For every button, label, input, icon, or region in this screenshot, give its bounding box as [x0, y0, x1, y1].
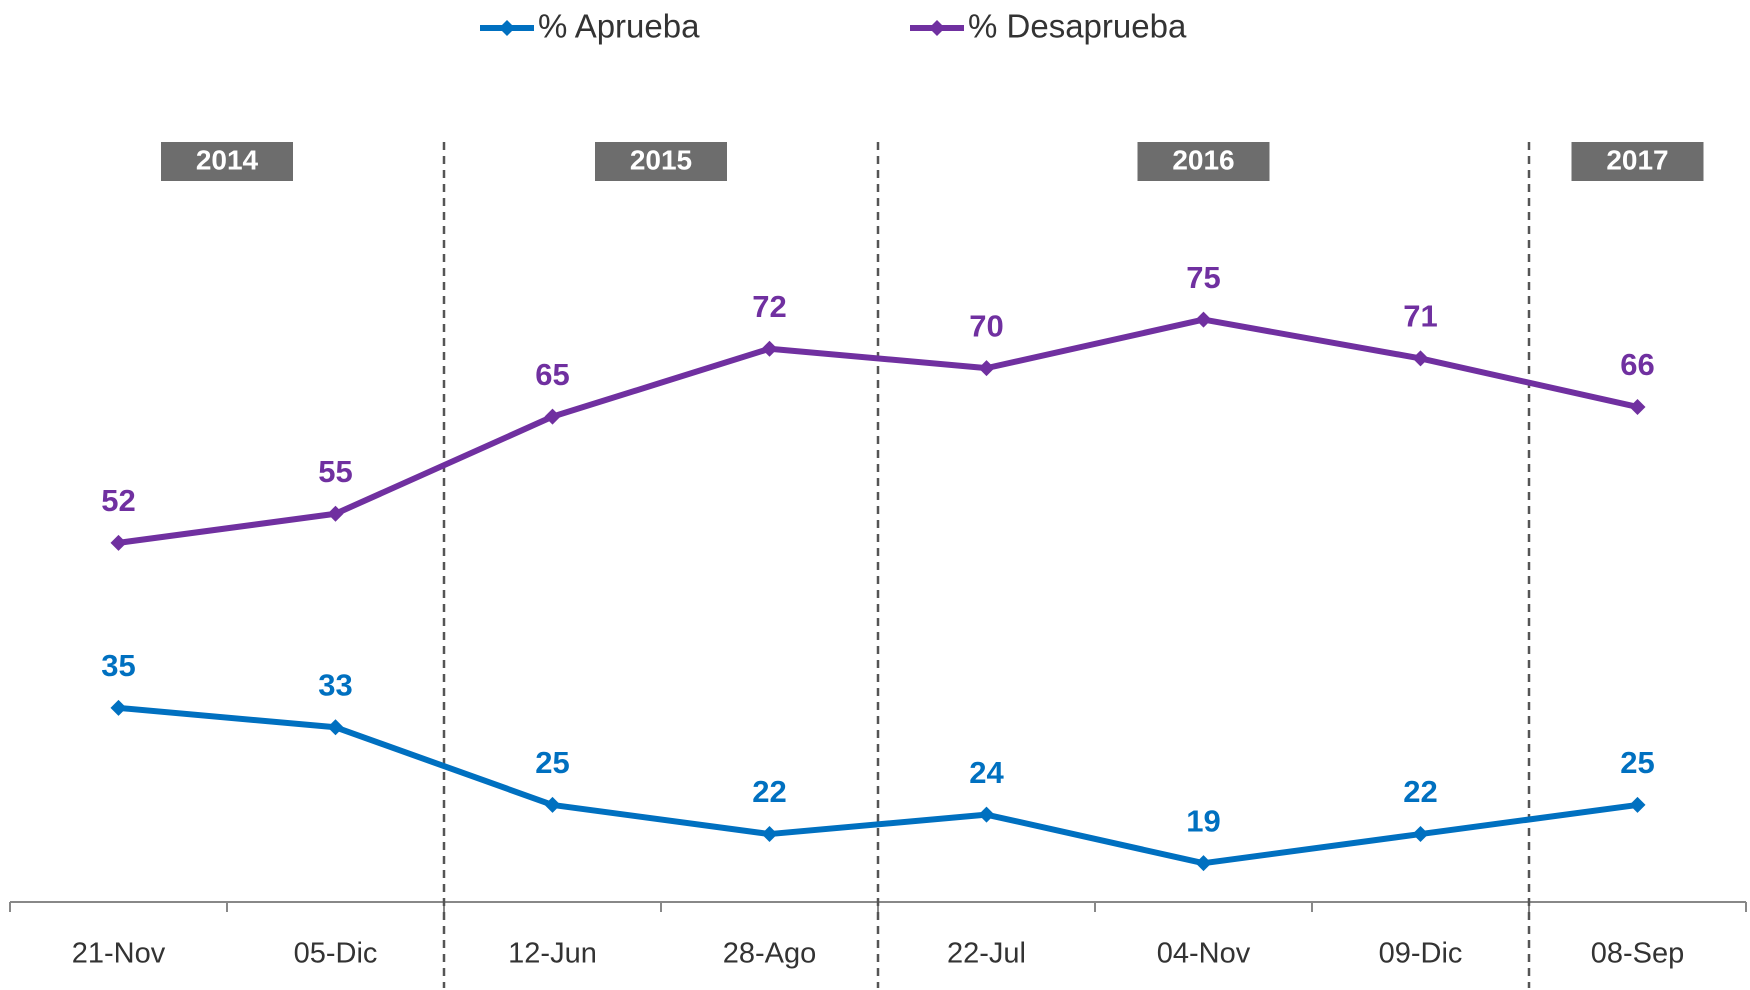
- point: [110, 534, 127, 551]
- point: [327, 719, 344, 736]
- x-tick-label: 05-Dic: [294, 938, 378, 970]
- data-label: 66: [1620, 347, 1654, 382]
- year-box: [1571, 142, 1704, 181]
- point: [1629, 796, 1646, 813]
- point: [761, 340, 778, 357]
- data-label: 25: [1620, 745, 1654, 780]
- point: [1195, 855, 1212, 872]
- data-label: 33: [318, 667, 352, 702]
- year-box: [161, 142, 293, 181]
- point: [110, 699, 127, 716]
- point: [327, 505, 344, 522]
- point: [544, 408, 561, 425]
- data-label: 70: [969, 308, 1003, 343]
- data-label: 22: [1403, 774, 1437, 809]
- legend-label: % Aprueba: [538, 8, 700, 45]
- x-tick-label: 22-Jul: [947, 938, 1026, 970]
- data-label: 72: [752, 289, 786, 324]
- point: [1629, 398, 1646, 415]
- x-tick-label: 12-Jun: [508, 938, 597, 970]
- x-tick-label: 21-Nov: [72, 938, 166, 970]
- data-label: 22: [752, 774, 786, 809]
- series-line: [118, 704, 1638, 867]
- point: [1412, 826, 1429, 843]
- year-box: [595, 142, 727, 181]
- year-label: 2014: [196, 144, 259, 175]
- year-label: 2016: [1172, 144, 1234, 175]
- point: [1195, 311, 1212, 328]
- data-label: 75: [1186, 260, 1220, 295]
- year-box: [1137, 142, 1270, 181]
- data-label: 65: [535, 357, 569, 392]
- legend-label: % Desaprueba: [968, 8, 1187, 45]
- year-label: 2015: [630, 144, 692, 175]
- year-label: 2017: [1606, 144, 1668, 175]
- point: [978, 806, 995, 823]
- x-tick-label: 09-Dic: [1379, 938, 1463, 970]
- x-tick-label: 04-Nov: [1157, 938, 1251, 970]
- point: [544, 796, 561, 813]
- data-label: 55: [318, 454, 352, 489]
- data-label: 19: [1186, 803, 1220, 838]
- point: [761, 826, 778, 843]
- point: [1412, 350, 1429, 367]
- data-label: 52: [101, 483, 135, 518]
- series-line: [118, 316, 1639, 546]
- legend-marker: [499, 20, 515, 36]
- x-tick-label: 28-Ago: [723, 938, 817, 970]
- legend-marker: [929, 20, 945, 36]
- data-label: 24: [969, 755, 1004, 790]
- data-label: 25: [535, 745, 569, 780]
- data-label: 71: [1403, 299, 1437, 334]
- point: [978, 360, 995, 377]
- data-label: 35: [101, 648, 135, 683]
- x-tick-label: 08-Sep: [1591, 938, 1685, 970]
